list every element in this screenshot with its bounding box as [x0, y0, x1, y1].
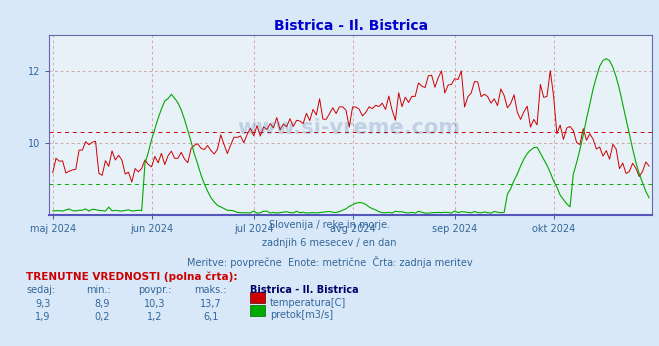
- Text: 13,7: 13,7: [200, 299, 221, 309]
- Text: TRENUTNE VREDNOSTI (polna črta):: TRENUTNE VREDNOSTI (polna črta):: [26, 272, 238, 282]
- Text: Bistrica - Il. Bistrica: Bistrica - Il. Bistrica: [250, 285, 359, 295]
- Text: Meritve: povprečne  Enote: metrične  Črta: zadnja meritev: Meritve: povprečne Enote: metrične Črta:…: [186, 256, 473, 268]
- Text: www.si-vreme.com: www.si-vreme.com: [238, 118, 461, 138]
- Text: pretok[m3/s]: pretok[m3/s]: [270, 310, 333, 320]
- Text: 1,9: 1,9: [35, 312, 51, 322]
- Text: 9,3: 9,3: [35, 299, 51, 309]
- Text: 8,9: 8,9: [94, 299, 110, 309]
- Text: zadnjih 6 mesecev / en dan: zadnjih 6 mesecev / en dan: [262, 238, 397, 248]
- Text: 1,2: 1,2: [147, 312, 163, 322]
- Text: povpr.:: povpr.:: [138, 285, 172, 295]
- Text: 6,1: 6,1: [203, 312, 219, 322]
- Text: maks.:: maks.:: [194, 285, 227, 295]
- Text: 10,3: 10,3: [144, 299, 165, 309]
- Text: Slovenija / reke in morje.: Slovenija / reke in morje.: [269, 220, 390, 230]
- Text: temperatura[C]: temperatura[C]: [270, 298, 347, 308]
- Text: 0,2: 0,2: [94, 312, 110, 322]
- Title: Bistrica - Il. Bistrica: Bistrica - Il. Bistrica: [274, 19, 428, 34]
- Text: min.:: min.:: [86, 285, 111, 295]
- Text: sedaj:: sedaj:: [26, 285, 55, 295]
